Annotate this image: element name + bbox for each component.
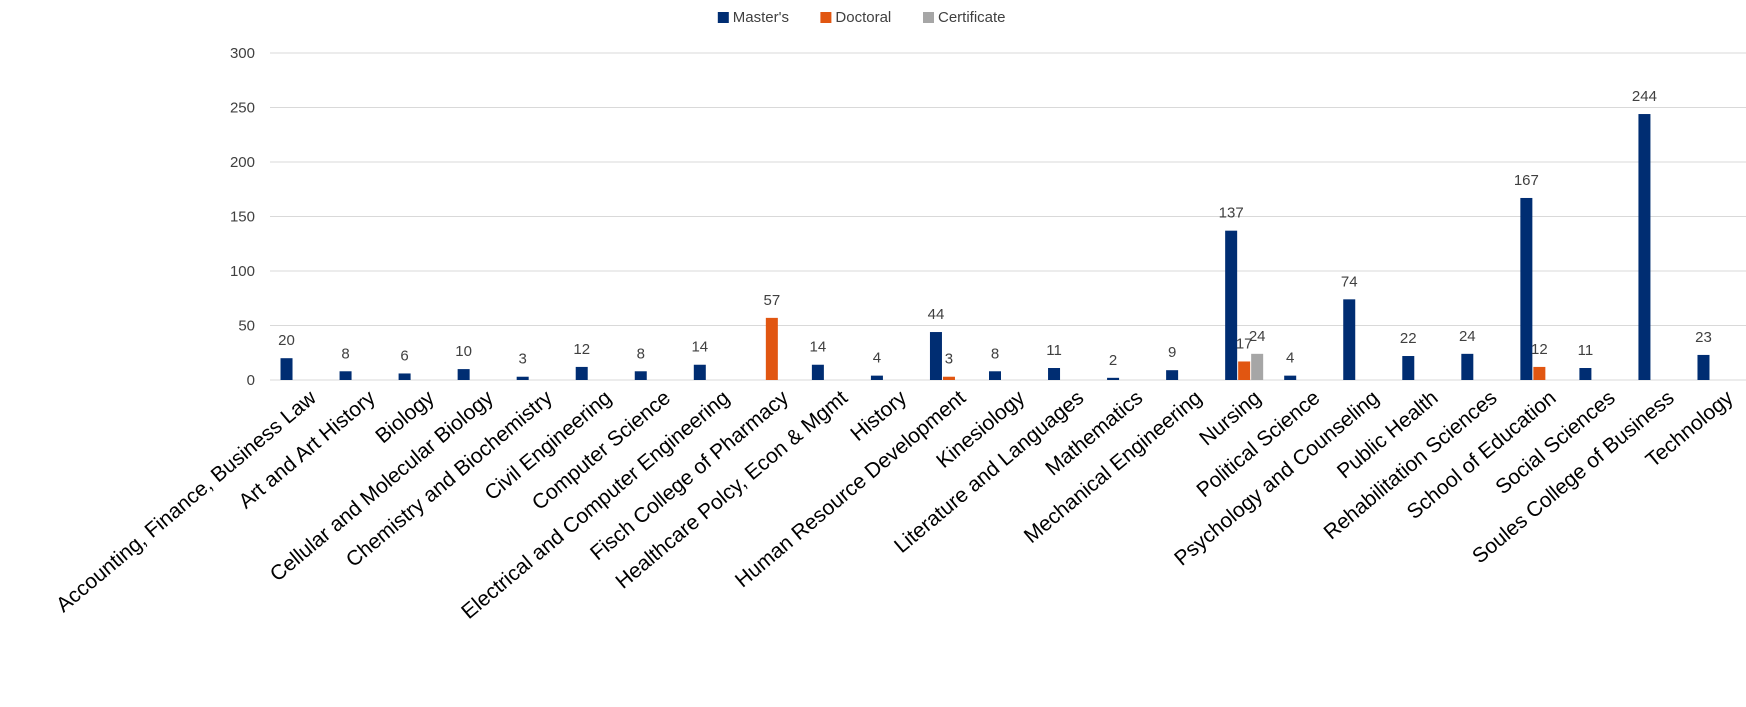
bar xyxy=(1638,114,1651,380)
bar xyxy=(870,375,883,380)
data-label: 11 xyxy=(1046,342,1062,359)
legend-label: Master's xyxy=(733,9,789,26)
data-label: 74 xyxy=(1341,273,1358,290)
bar xyxy=(1107,377,1120,380)
bar xyxy=(1284,375,1297,380)
bar xyxy=(339,371,352,380)
bar xyxy=(457,369,470,380)
data-label: 9 xyxy=(1168,344,1176,361)
bar xyxy=(811,364,824,380)
bar xyxy=(1238,361,1251,380)
bar xyxy=(765,317,778,380)
data-label: 24 xyxy=(1249,328,1266,345)
y-tick-label: 250 xyxy=(230,100,255,117)
legend-swatch xyxy=(820,12,832,23)
data-label: 244 xyxy=(1632,88,1657,105)
data-label: 3 xyxy=(945,351,953,368)
bar xyxy=(942,376,955,380)
data-label: 14 xyxy=(691,339,708,356)
bar xyxy=(1579,368,1592,380)
data-label: 44 xyxy=(928,306,945,323)
data-label: 10 xyxy=(455,343,472,360)
data-label: 3 xyxy=(519,351,527,368)
data-label: 17 xyxy=(1236,335,1253,352)
y-tick-label: 0 xyxy=(247,372,255,389)
y-tick-label: 150 xyxy=(230,209,255,226)
data-label: 11 xyxy=(1578,342,1594,359)
bar xyxy=(929,332,942,380)
data-label: 57 xyxy=(763,292,780,309)
bar xyxy=(516,376,529,380)
data-label: 24 xyxy=(1459,328,1476,345)
y-tick-label: 200 xyxy=(230,154,255,171)
data-label: 23 xyxy=(1695,329,1712,346)
bar xyxy=(1225,230,1238,380)
bar xyxy=(989,371,1001,380)
bar xyxy=(1533,366,1546,380)
bar xyxy=(1520,197,1533,380)
y-tick-label: 100 xyxy=(230,263,255,280)
data-label: 12 xyxy=(573,341,590,358)
data-label: 14 xyxy=(810,339,827,356)
y-tick-label: 300 xyxy=(230,45,255,62)
data-label: 6 xyxy=(400,347,408,364)
legend-swatch xyxy=(717,12,729,23)
data-label: 137 xyxy=(1219,205,1244,222)
data-label: 167 xyxy=(1514,172,1539,189)
bar xyxy=(634,371,647,380)
bar xyxy=(398,373,411,380)
legend-swatch xyxy=(923,12,934,23)
data-label: 8 xyxy=(991,345,999,362)
bar xyxy=(1461,353,1474,380)
data-label: 2 xyxy=(1109,352,1117,369)
bar xyxy=(1402,356,1415,380)
bar xyxy=(1251,353,1264,380)
bar xyxy=(1166,370,1179,380)
bar xyxy=(1697,354,1710,380)
data-label: 22 xyxy=(1400,330,1417,347)
legend-label: Doctoral xyxy=(835,9,891,26)
bar xyxy=(1048,368,1061,380)
data-label: 4 xyxy=(873,350,881,367)
bar xyxy=(1343,299,1356,380)
data-label: 4 xyxy=(1286,350,1294,367)
data-label: 12 xyxy=(1531,341,1548,358)
bar xyxy=(575,366,588,380)
data-label: 8 xyxy=(637,345,645,362)
data-label: 8 xyxy=(341,345,349,362)
data-label: 20 xyxy=(278,332,295,349)
legend-label: Certificate xyxy=(938,9,1006,26)
bar xyxy=(280,358,293,380)
bar xyxy=(693,364,706,380)
y-tick-label: 50 xyxy=(238,318,255,335)
